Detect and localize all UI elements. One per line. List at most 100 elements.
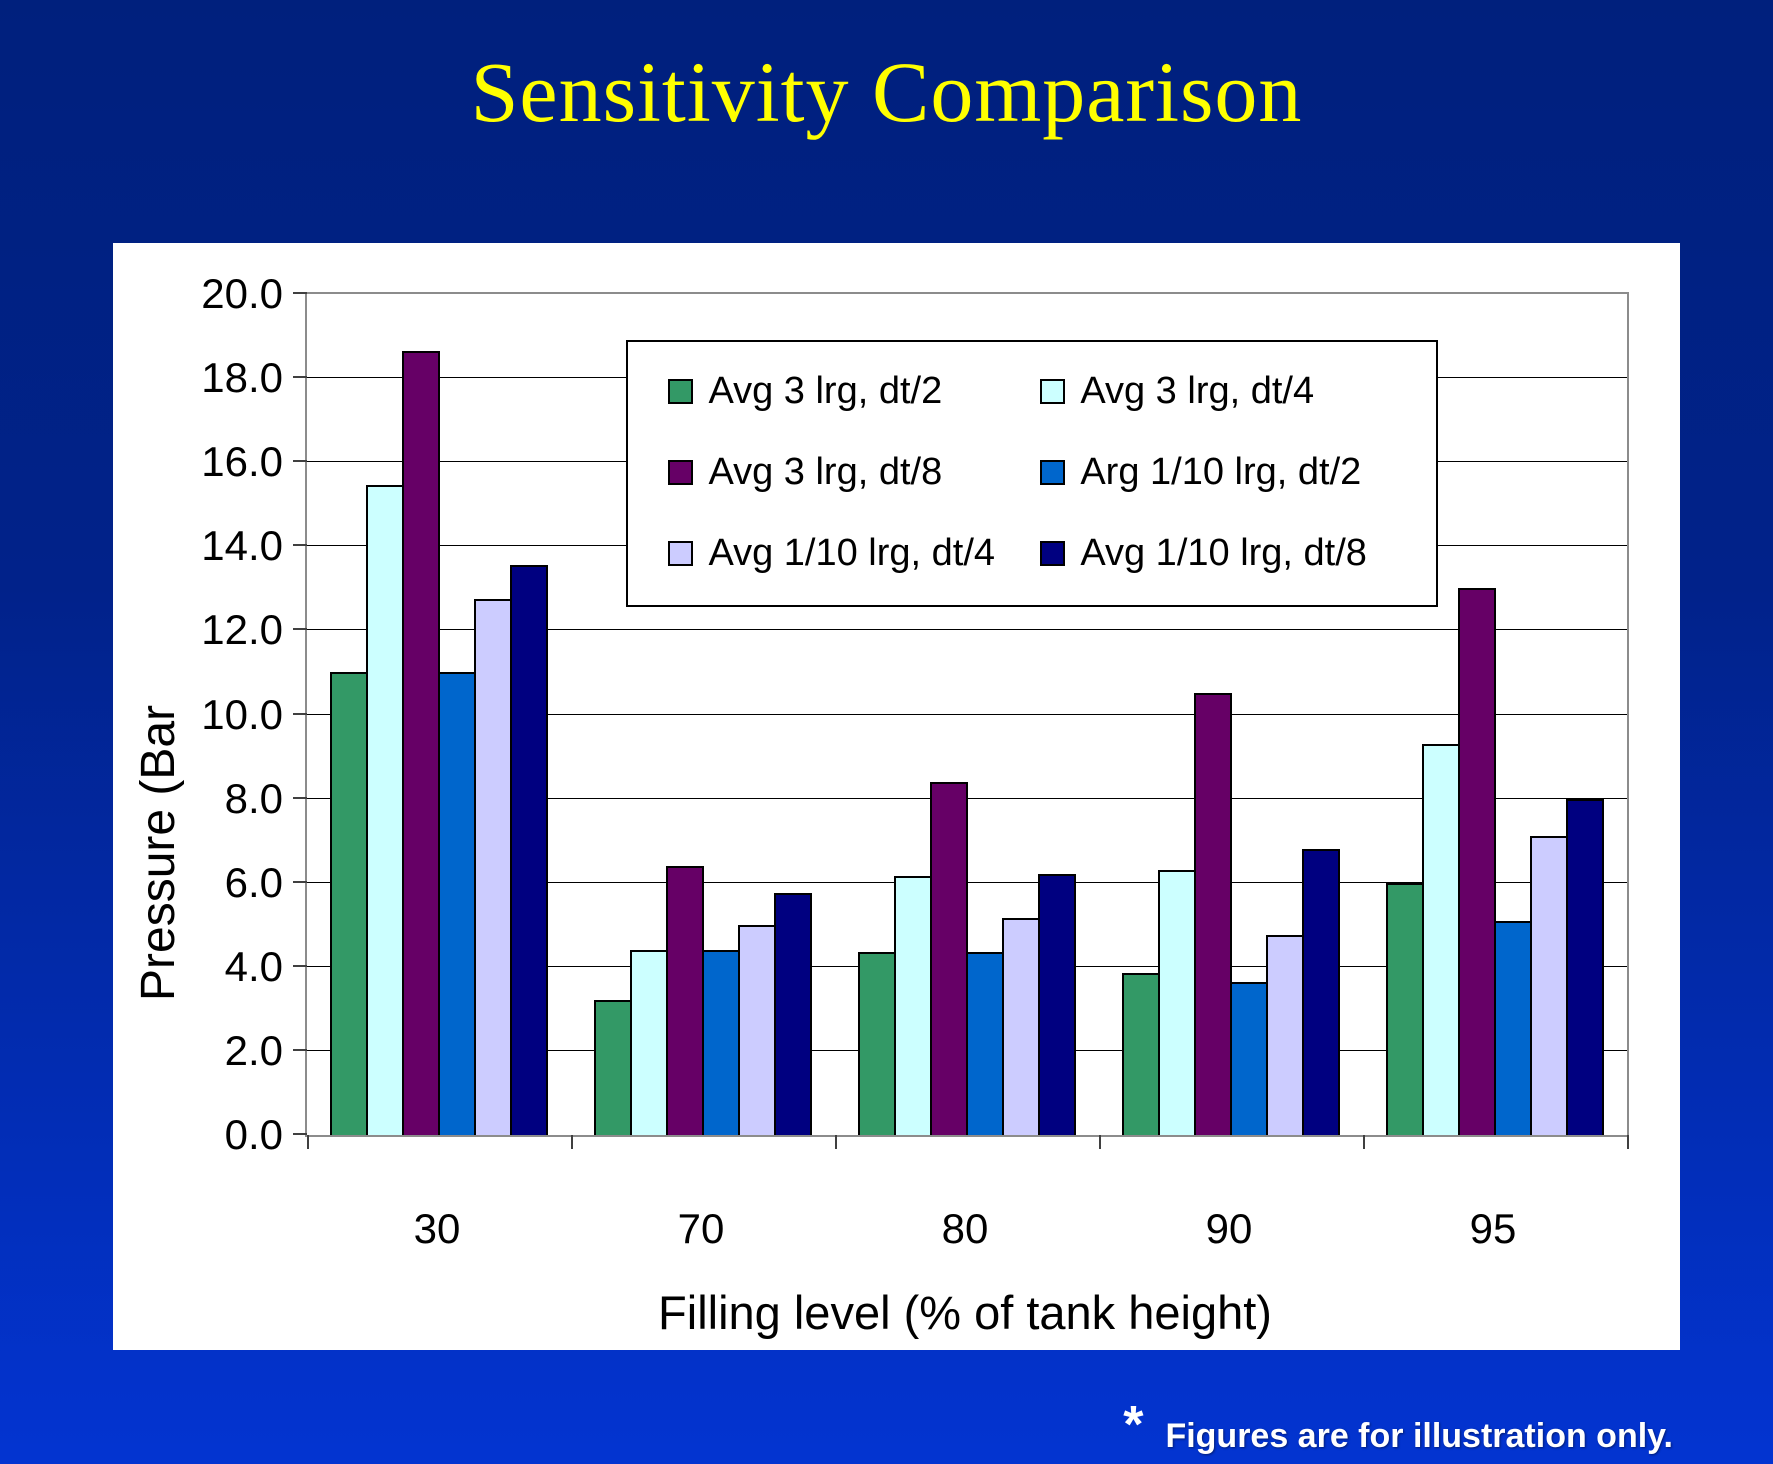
y-axis-tick <box>293 1048 307 1051</box>
y-axis-tick <box>293 796 307 799</box>
legend-item: Avg 3 lrg, dt/8 <box>668 451 1030 494</box>
x-tick-label: 30 <box>413 1205 461 1252</box>
x-axis-title: Filling level (% of tank height) <box>658 1286 1272 1339</box>
y-axis-tick <box>293 292 307 294</box>
y-axis-tick <box>293 712 307 715</box>
legend-swatch-icon <box>668 541 694 567</box>
legend-item: Avg 3 lrg, dt/2 <box>668 370 1030 413</box>
bar-group-95 <box>1363 294 1627 1135</box>
y-tick-label: 6.0 <box>224 858 283 906</box>
x-tick-label: 90 <box>1205 1205 1253 1252</box>
bar <box>1385 882 1424 1135</box>
x-tick-label: 70 <box>677 1205 725 1252</box>
x-axis-tick <box>307 1135 309 1149</box>
bar <box>702 949 741 1135</box>
footnote-text: Figures are for illustration only. <box>1165 1417 1673 1455</box>
chart-panel: Pressure (Bar Avg 3 lrg, dt/2 Avg 3 lrg, … <box>113 243 1680 1350</box>
legend-item: Avg 1/10 lrg, dt/4 <box>668 532 1030 575</box>
bar <box>1038 874 1077 1135</box>
bar-group-90 <box>1099 294 1363 1135</box>
bar <box>510 565 549 1135</box>
y-axis-tick <box>293 460 307 463</box>
footnote: * Figures are for illustration only. <box>1123 1399 1673 1456</box>
y-tick-label: 8.0 <box>224 774 283 822</box>
x-axis-tick <box>1363 1135 1365 1149</box>
footnote-asterisk-icon: * <box>1123 1396 1144 1454</box>
y-axis-tick <box>293 880 307 883</box>
gridline <box>307 629 1627 631</box>
bar <box>1530 836 1569 1135</box>
bar <box>1494 920 1533 1135</box>
legend-label: Avg 3 lrg, dt/2 <box>708 370 943 413</box>
y-tick-label: 4.0 <box>224 942 283 990</box>
bar <box>1302 849 1341 1135</box>
bar <box>365 485 404 1135</box>
bar <box>1566 798 1605 1135</box>
bar <box>1002 918 1041 1135</box>
gridline <box>307 713 1627 715</box>
bar <box>1230 981 1269 1135</box>
legend-swatch-icon <box>1040 379 1066 405</box>
bar <box>401 350 440 1135</box>
legend-label: Avg 1/10 lrg, dt/4 <box>708 532 996 575</box>
y-axis-tick <box>293 544 307 547</box>
y-tick-label: 14.0 <box>201 522 283 570</box>
bar <box>1421 743 1460 1135</box>
y-tick-label: 16.0 <box>201 438 283 486</box>
legend-label: Avg 3 lrg, dt/8 <box>708 451 943 494</box>
legend: Avg 3 lrg, dt/2 Avg 3 lrg, dt/4 Avg 3 lrg,… <box>626 340 1439 608</box>
slide-title: Sensitivity Comparison <box>470 44 1303 140</box>
y-tick-label: 0.0 <box>224 1111 283 1158</box>
bar <box>857 952 896 1135</box>
bar <box>593 1000 632 1135</box>
y-tick-label: 12.0 <box>201 606 283 654</box>
y-tick-label: 10.0 <box>201 690 283 738</box>
legend-label: Arg 1/10 lrg, dt/2 <box>1080 451 1362 494</box>
y-axis-tick <box>293 376 307 379</box>
x-axis-tick <box>1627 1135 1629 1149</box>
y-axis-title: Pressure (Bar <box>132 704 185 1002</box>
legend-item: Arg 1/10 lrg, dt/2 <box>1040 451 1402 494</box>
legend-swatch-icon <box>668 379 694 405</box>
plot-area: Avg 3 lrg, dt/2 Avg 3 lrg, dt/4 Avg 3 lrg,… <box>201 270 1629 1158</box>
legend-item: Avg 3 lrg, dt/4 <box>1040 370 1402 413</box>
y-axis-tick <box>293 628 307 631</box>
x-tick-label: 80 <box>941 1205 989 1252</box>
bar <box>1193 693 1232 1135</box>
bar <box>329 672 368 1135</box>
x-axis-tick <box>1099 1135 1101 1149</box>
legend-swatch-icon <box>668 460 694 486</box>
bar <box>1266 935 1305 1135</box>
legend-label: Avg 3 lrg, dt/4 <box>1080 370 1315 413</box>
bar <box>929 781 968 1135</box>
legend-label: Avg 1/10 lrg, dt/8 <box>1080 532 1367 575</box>
x-tick-labels: 30 70 80 90 95 <box>305 1205 1625 1253</box>
bar-group-30 <box>307 294 571 1135</box>
bar-group-80 <box>835 294 1099 1135</box>
bar <box>1157 870 1196 1135</box>
bar <box>1457 588 1496 1135</box>
y-axis-tick <box>293 964 307 967</box>
bar-group-70 <box>571 294 835 1135</box>
x-axis-tick <box>835 1135 837 1149</box>
legend-swatch-icon <box>1040 460 1066 486</box>
legend-swatch-icon <box>1040 541 1066 567</box>
bar <box>474 598 513 1135</box>
bar <box>774 893 813 1135</box>
bar <box>893 876 932 1135</box>
x-axis-tick <box>571 1135 573 1149</box>
bar <box>665 865 704 1135</box>
y-tick-label: 20.0 <box>201 270 283 317</box>
legend-item: Avg 1/10 lrg, dt/8 <box>1040 532 1402 575</box>
y-tick-label: 2.0 <box>224 1026 283 1074</box>
bar <box>966 952 1005 1135</box>
x-tick-label: 95 <box>1469 1205 1517 1252</box>
bar <box>1121 973 1160 1135</box>
y-axis-tick <box>293 1133 307 1135</box>
bars-layer <box>307 294 1627 1135</box>
bar <box>438 672 477 1135</box>
bar <box>629 949 668 1135</box>
bar <box>738 924 777 1135</box>
y-tick-label: 18.0 <box>201 354 283 402</box>
